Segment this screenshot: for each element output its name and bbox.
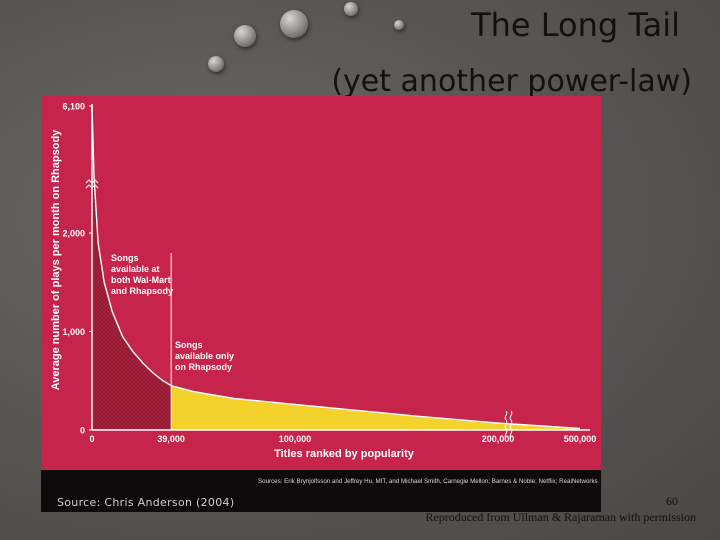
decorative-orb [234,25,256,47]
x-tick-label: 500,000 [564,434,597,444]
y-tick-label: 1,000 [62,327,85,337]
x-axis-break-mark [509,410,513,439]
annotation-text: both Wal-Mart [111,275,171,285]
chart-source-bar [41,470,601,512]
slide-number: 60 [666,494,678,508]
decorative-orb [394,20,404,30]
x-tick-label: 200,000 [482,434,515,444]
head-area [92,106,172,430]
slide-subtitle: (yet another power-law) [331,64,692,99]
y-axis-label: Average number of plays per month on Rha… [50,129,62,390]
annotation-text: and Rhapsody [111,286,173,296]
tail-area [171,385,581,430]
x-axis-break-mark [504,410,508,439]
annotation-text: on Rhapsody [175,362,232,372]
chart-panel [41,96,601,512]
popularity-curve [91,105,581,430]
annotation-text: Songs [175,340,203,350]
reproduction-credit: Reproduced from Ullman & Rajaraman with … [425,510,696,524]
x-tick-label: 39,000 [157,434,185,444]
y-tick-label: 0 [80,426,85,436]
y-axis-break-mark [85,179,99,184]
y-tick-label: 2,000 [62,229,85,239]
slide-title: The Long Tail [471,6,680,44]
decorative-orb [208,56,224,72]
y-tick-label: 6,100 [62,102,85,112]
source-citation: Source: Chris Anderson (2004) [57,496,235,509]
x-axis-label: Titles ranked by popularity [274,448,415,460]
annotation-text: available only [175,351,234,361]
decorative-orb [344,2,358,16]
x-tick-label: 0 [89,434,94,444]
chart-credits: Sources: Erik Brynjolfsson and Jeffrey H… [258,478,598,485]
annotation-text: available at [111,264,160,274]
x-tick-label: 100,000 [279,434,312,444]
y-axis-break-mark [85,184,99,189]
decorative-orb [280,10,308,38]
annotation-text: Songs [111,253,139,263]
